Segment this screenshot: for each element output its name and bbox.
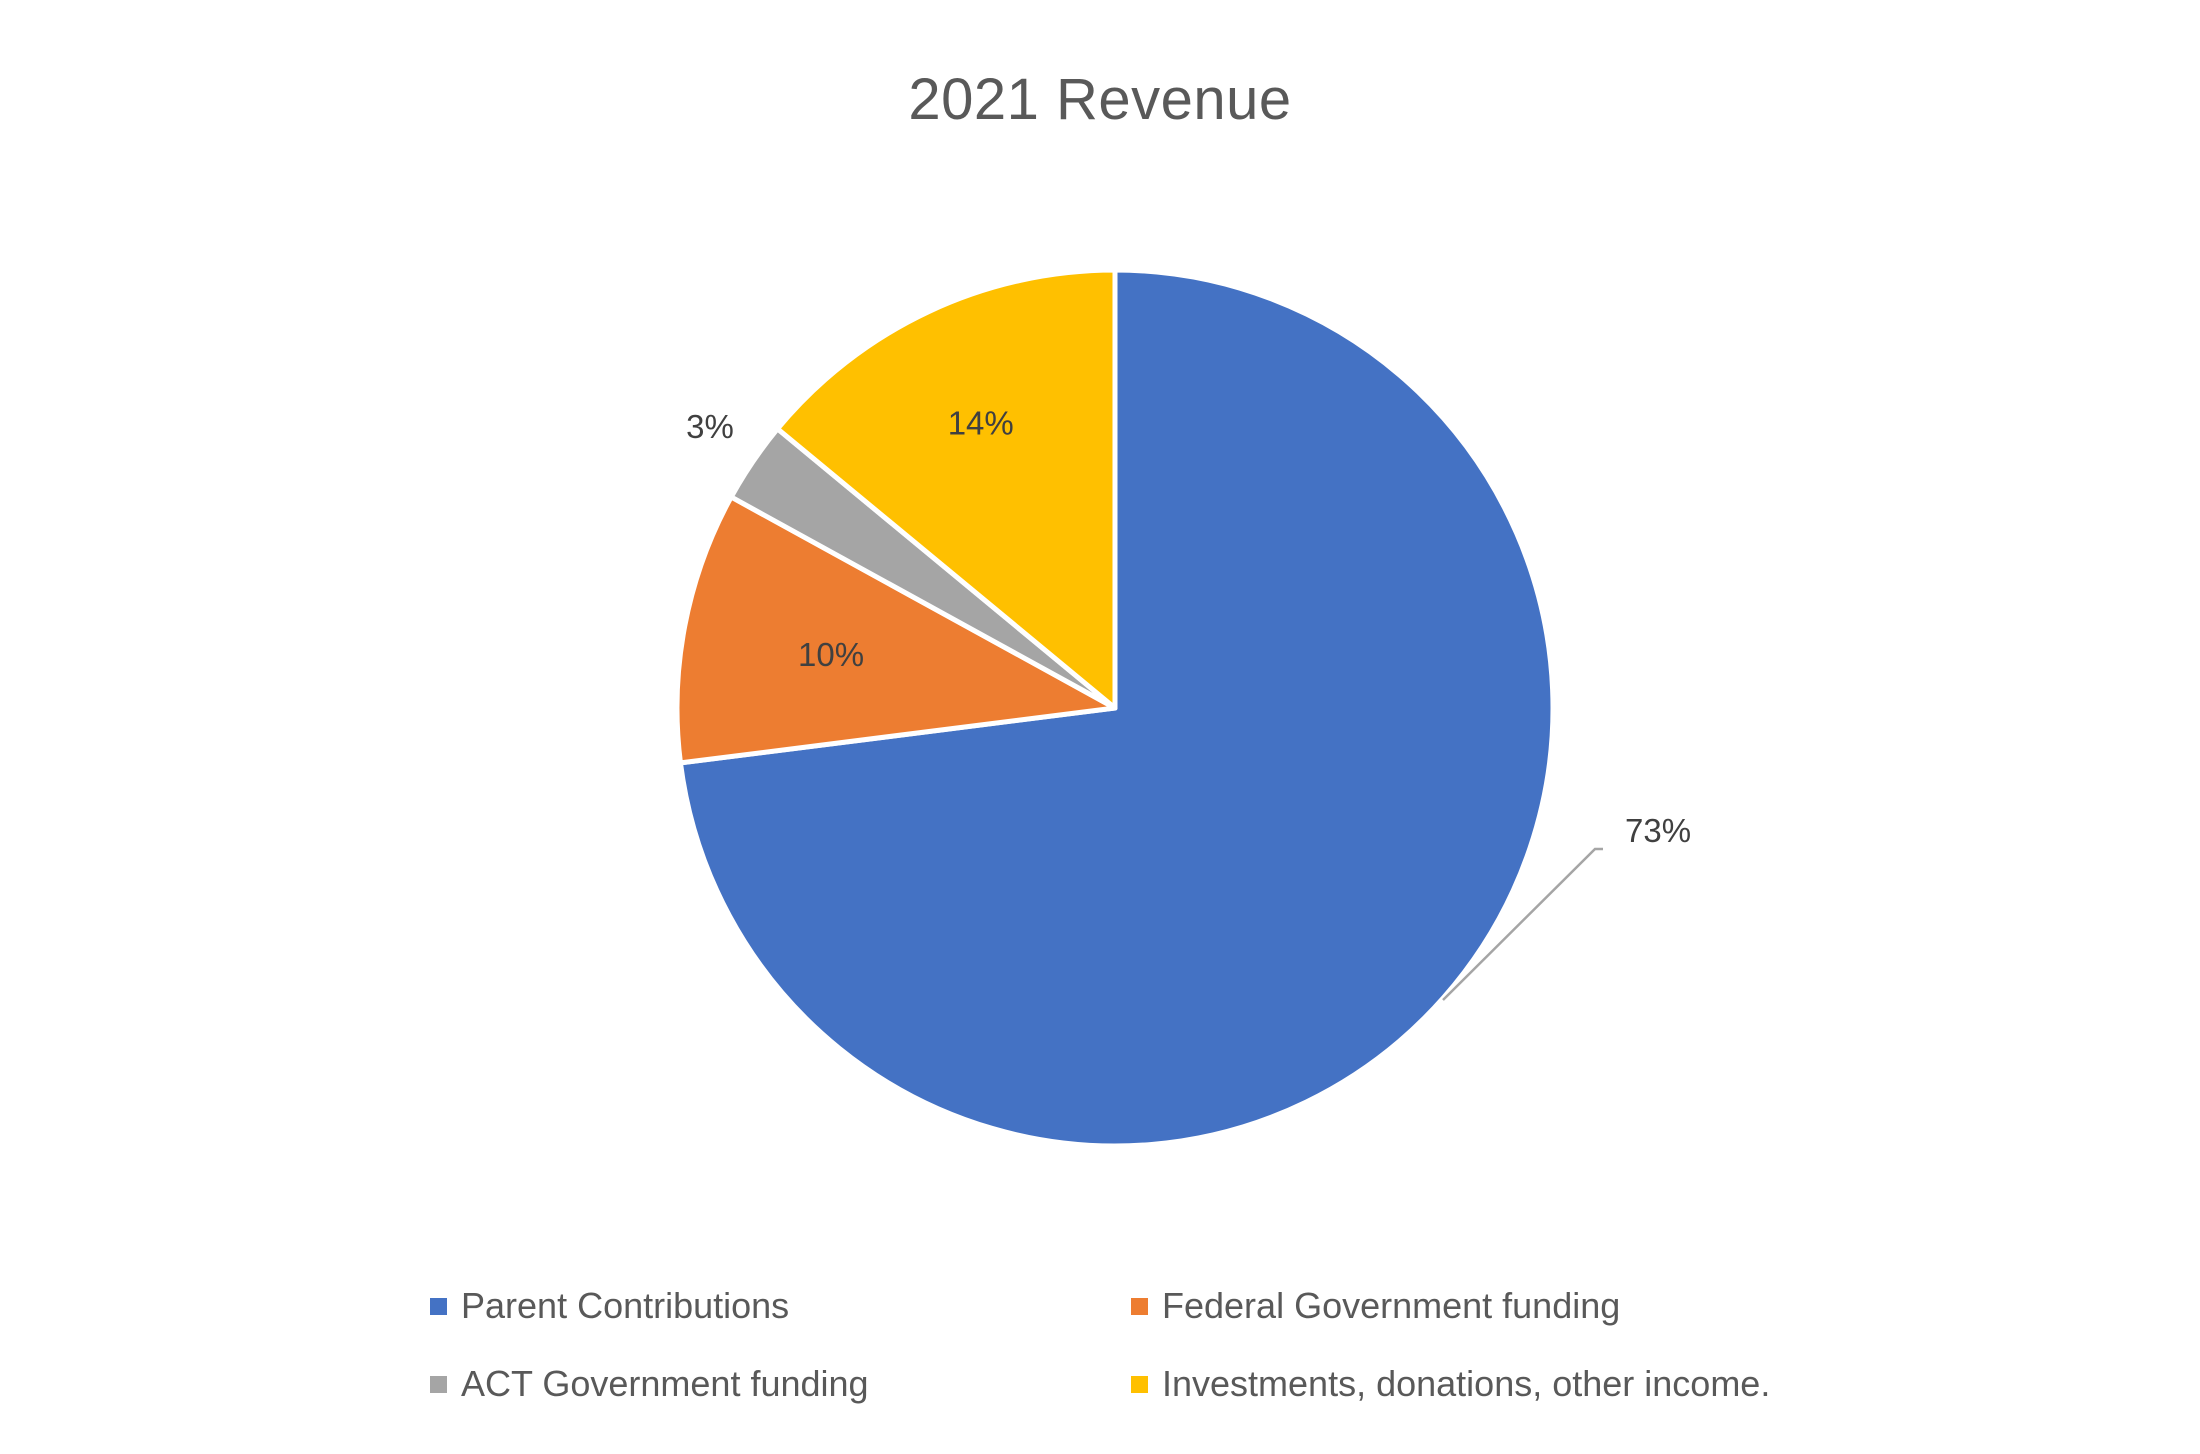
legend-swatch <box>430 1375 447 1393</box>
leader-line-parent-contributions <box>1442 847 1603 1001</box>
pie-slice-investments-donations-other-income <box>775 267 1118 711</box>
pie-slice-federal-government-funding <box>674 494 1118 766</box>
data-label-act-government-funding: 3% <box>686 408 734 445</box>
leader-lines <box>1442 847 1603 1001</box>
legend-swatch <box>1131 1297 1148 1315</box>
legend-item-act-government-funding: ACT Government funding <box>430 1363 869 1405</box>
chart-title: 2021 Revenue <box>908 67 1292 132</box>
data-labels: 73% 10% 3% 14% <box>686 405 1691 849</box>
legend-item-parent-contributions: Parent Contributions <box>430 1285 789 1327</box>
legend-item-federal-government-funding: Federal Government funding <box>1131 1285 1620 1327</box>
pie-slices <box>674 267 1556 1149</box>
legend-swatch <box>1131 1375 1148 1393</box>
data-label-federal-government-funding: 10% <box>798 636 864 673</box>
legend-item-investments-donations-other-income: Investments, donations, other income. <box>1131 1363 1770 1405</box>
legend-label: Investments, donations, other income. <box>1162 1363 1771 1404</box>
legend-swatch <box>430 1297 447 1315</box>
legend-label: ACT Government funding <box>461 1363 869 1404</box>
data-label-investments-donations-other-income: 14% <box>948 405 1014 442</box>
data-label-parent-contributions: 73% <box>1625 812 1691 849</box>
legend-label: Federal Government funding <box>1162 1285 1621 1326</box>
legend-label: Parent Contributions <box>461 1285 790 1326</box>
